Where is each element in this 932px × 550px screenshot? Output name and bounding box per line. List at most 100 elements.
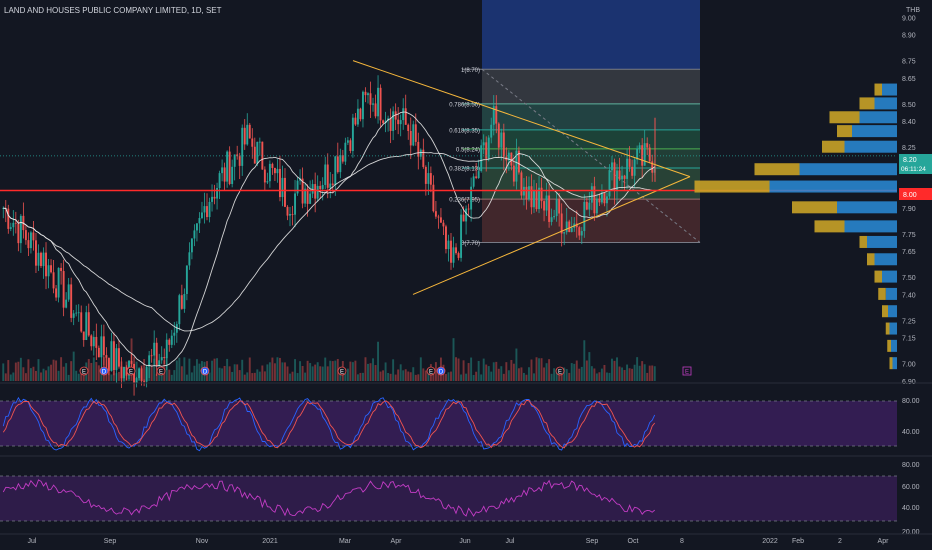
- volume-profile-up: [799, 163, 897, 176]
- rsi-axis-tick: 40.00: [902, 505, 920, 512]
- volume-bar: [258, 371, 261, 381]
- current-price-value: 8.20: [903, 157, 917, 164]
- candle-body: [382, 120, 385, 124]
- volume-bar: [221, 368, 224, 381]
- candle-body: [490, 124, 493, 138]
- volume-bar: [477, 360, 480, 381]
- volume-profile-down: [859, 235, 867, 248]
- candle-body: [404, 108, 407, 125]
- volume-bar: [160, 373, 163, 381]
- candle-body: [319, 185, 322, 190]
- candle-body: [611, 162, 613, 171]
- candle-body: [525, 186, 528, 200]
- volume-bar: [304, 372, 307, 381]
- volume-bar: [472, 374, 475, 381]
- volume-bar: [188, 358, 191, 381]
- candle-body: [110, 341, 113, 371]
- candle-body: [417, 141, 420, 157]
- volume-bar: [261, 365, 264, 381]
- fib-extension-zone: [482, 0, 700, 70]
- volume-bar: [211, 360, 213, 381]
- earnings-marker: [126, 366, 136, 376]
- volume-bar: [291, 371, 294, 381]
- dividend-marker: [99, 366, 109, 376]
- candle-body: [472, 176, 475, 187]
- volume-bar: [402, 370, 405, 381]
- volume-bar: [67, 374, 70, 381]
- volume-bar: [573, 363, 576, 381]
- candle-body: [7, 208, 10, 229]
- candle-body: [452, 247, 455, 263]
- volume-bar: [60, 357, 63, 381]
- candle-body: [253, 146, 256, 164]
- candle-body: [540, 187, 543, 202]
- candle-body: [434, 211, 437, 217]
- volume-bar: [273, 363, 276, 381]
- candle-body: [651, 161, 654, 173]
- volume-bar: [517, 368, 520, 381]
- volume-bar: [424, 370, 427, 381]
- volume-bar: [362, 372, 364, 381]
- dividend-marker: [436, 366, 446, 376]
- volume-bar: [306, 360, 309, 381]
- volume-bar: [349, 361, 352, 381]
- volume-bar: [374, 365, 377, 381]
- candle-body: [495, 106, 498, 124]
- earnings-marker: [337, 366, 347, 376]
- candle-body: [198, 218, 201, 224]
- candle-body: [24, 230, 27, 241]
- candle-body: [329, 183, 332, 188]
- volume-bar: [530, 359, 533, 381]
- volume-bar: [407, 371, 410, 381]
- candle-body: [57, 267, 60, 298]
- rsi-pane: [0, 475, 897, 522]
- candle-body: [580, 231, 583, 236]
- time-axis-tick: 8: [680, 538, 684, 545]
- candle-body: [52, 272, 55, 289]
- candle-body: [543, 201, 546, 211]
- volume-bar: [55, 360, 58, 381]
- candle-body: [394, 111, 397, 120]
- volume-bar: [462, 360, 465, 381]
- upcoming-earnings-box: [682, 366, 692, 376]
- volume-bar: [389, 373, 392, 381]
- fibonacci-retracement[interactable]: 1(8.70) 0.786(8.50) 0.618(8.35) 0.5(8.24) 0.…: [449, 0, 701, 247]
- volume-profile-up: [874, 253, 897, 266]
- candle-body: [2, 208, 5, 209]
- price-axis-tick: 7.75: [902, 232, 916, 239]
- volume-bar: [118, 371, 120, 381]
- candle-body: [560, 213, 563, 234]
- volume-bar: [427, 369, 430, 381]
- volume-profile-up: [859, 111, 897, 124]
- candle-body: [369, 93, 372, 105]
- volume-bar: [165, 358, 168, 381]
- volume-bar: [553, 368, 556, 381]
- event-marker: E: [337, 366, 347, 376]
- volume-bar: [502, 373, 505, 381]
- volume-bar: [286, 366, 289, 381]
- candle-body: [475, 176, 478, 178]
- candle-body: [226, 151, 229, 182]
- volume-bar: [404, 369, 407, 381]
- candle-body: [40, 252, 42, 267]
- candle-body: [67, 284, 70, 300]
- volume-bar: [593, 368, 596, 381]
- volume-bar: [231, 371, 234, 381]
- candle-body: [377, 87, 380, 117]
- candle-body: [432, 184, 435, 212]
- volume-bar: [384, 362, 387, 381]
- level-price-tag: [899, 188, 932, 200]
- volume-bar: [563, 367, 566, 381]
- candle-body: [95, 336, 98, 348]
- volume-bar: [455, 357, 457, 381]
- price-axis-tick: 7.65: [902, 249, 916, 256]
- volume-bar: [447, 372, 450, 381]
- volume-bar: [216, 358, 219, 381]
- candle-body: [193, 230, 196, 239]
- candle-body: [304, 188, 307, 204]
- volume-bar: [520, 367, 523, 381]
- volume-bar: [294, 359, 296, 381]
